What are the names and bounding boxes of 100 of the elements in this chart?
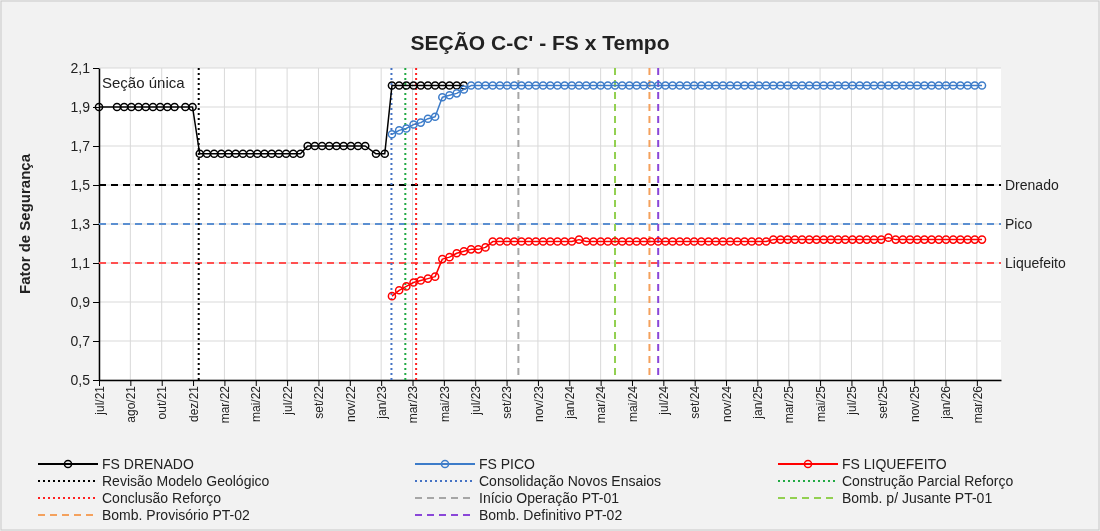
x-tick-label: mar/22 xyxy=(218,385,233,424)
ref-line-label: Pico xyxy=(1005,215,1033,232)
y-tick-label: 1,1 xyxy=(70,254,91,271)
legend-label: FS PICO xyxy=(479,455,536,472)
y-tick-label: 1,9 xyxy=(70,98,91,115)
point xyxy=(148,102,158,112)
point xyxy=(452,81,462,90)
legend-label: FS LIQUEFEITO xyxy=(842,455,947,472)
legend-label: Bomb. Provisório PT-02 xyxy=(102,506,251,523)
point xyxy=(274,149,284,159)
x-tick-label: jul/22 xyxy=(280,385,295,416)
y-tick-label: 1,7 xyxy=(70,137,91,154)
point xyxy=(202,149,212,159)
point xyxy=(387,81,397,90)
point xyxy=(459,81,469,90)
x-tick-label: mar/23 xyxy=(406,385,421,424)
x-tick-label: jul/25 xyxy=(845,385,860,416)
point xyxy=(445,81,454,90)
x-tick-label: jan/24 xyxy=(562,385,577,420)
x-tick-label: dez/21 xyxy=(186,385,201,423)
x-tick-label: set/22 xyxy=(312,385,327,419)
point xyxy=(402,81,411,90)
y-tick-label: 1,5 xyxy=(70,176,91,193)
x-tick-label: jul/23 xyxy=(468,385,483,416)
x-tick-label: mai/23 xyxy=(437,385,452,423)
point xyxy=(260,149,269,159)
point xyxy=(339,141,348,151)
point xyxy=(346,141,356,151)
x-tick-label: jan/25 xyxy=(751,385,766,420)
legend-label: Bomb. Definitivo PT-02 xyxy=(479,506,623,523)
point xyxy=(310,141,320,151)
point xyxy=(245,149,255,159)
point xyxy=(360,141,370,151)
point xyxy=(119,102,129,112)
x-tick-label: mai/22 xyxy=(249,385,264,423)
legend-label: Construção Parcial Reforço xyxy=(842,472,1014,489)
y-tick-label: 0,7 xyxy=(70,332,91,349)
point xyxy=(267,149,277,159)
point xyxy=(430,81,440,90)
x-tick-label: set/25 xyxy=(876,385,891,419)
x-tick-label: nov/25 xyxy=(907,385,922,423)
point xyxy=(409,81,418,90)
point xyxy=(170,102,179,112)
point xyxy=(332,141,341,151)
point xyxy=(155,102,165,112)
legend-label: Bomb. p/ Jusante PT-01 xyxy=(842,489,993,506)
chart-title: SEÇÃO C-C' - FS x Tempo xyxy=(410,31,670,54)
point xyxy=(394,81,404,90)
x-tick-label: set/24 xyxy=(688,385,703,419)
point xyxy=(224,149,233,159)
point xyxy=(353,141,363,151)
point xyxy=(296,149,305,159)
ref-line-label: Liquefeito xyxy=(1005,254,1066,271)
point xyxy=(317,141,327,151)
x-tick-label: jan/26 xyxy=(939,385,954,420)
annotation: Seção única xyxy=(102,74,186,91)
x-tick-label: out/21 xyxy=(155,385,170,420)
point xyxy=(380,149,390,159)
point xyxy=(438,81,447,90)
x-tick-label: set/23 xyxy=(500,385,515,419)
point xyxy=(238,149,248,159)
legend-label: FS DRENADO xyxy=(102,455,194,472)
x-tick-label: mai/24 xyxy=(625,385,640,423)
point xyxy=(163,102,172,112)
y-tick-label: 0,9 xyxy=(70,293,91,310)
point xyxy=(209,149,219,159)
legend-label: Revisão Modelo Geológico xyxy=(102,472,270,489)
point xyxy=(141,102,151,112)
x-tick-label: jan/23 xyxy=(374,385,389,420)
point xyxy=(195,149,205,159)
point xyxy=(134,102,143,112)
y-tick-label: 0,5 xyxy=(70,371,91,388)
legend-label: Início Operação PT-01 xyxy=(479,489,620,506)
y-tick-label: 2,1 xyxy=(70,59,91,76)
point xyxy=(188,102,197,112)
x-tick-label: mar/25 xyxy=(782,385,797,424)
point xyxy=(181,102,190,112)
point xyxy=(231,149,241,159)
x-tick-label: nov/22 xyxy=(343,385,358,423)
x-tick-label: jul/24 xyxy=(657,385,672,416)
point xyxy=(324,141,334,151)
point xyxy=(217,149,226,159)
x-tick-label: nov/24 xyxy=(719,385,734,423)
x-tick-label: mar/24 xyxy=(594,385,609,424)
x-tick-label: jul/21 xyxy=(92,385,107,416)
x-tick-label: mar/26 xyxy=(970,385,985,424)
ref-line-label: Drenado xyxy=(1005,176,1059,193)
point xyxy=(127,102,136,112)
point xyxy=(281,149,291,159)
legend-label: Conclusão Reforço xyxy=(102,489,222,506)
point xyxy=(252,149,262,159)
x-tick-label: mai/25 xyxy=(813,385,828,423)
point xyxy=(371,149,381,159)
y-axis-title: Fator de Segurança xyxy=(16,153,33,295)
point xyxy=(288,149,298,159)
x-tick-label: nov/23 xyxy=(531,385,546,423)
y-tick-label: 1,3 xyxy=(70,215,91,232)
point xyxy=(303,141,312,151)
point xyxy=(112,102,122,112)
legend-label: Consolidação Novos Ensaios xyxy=(479,472,662,489)
